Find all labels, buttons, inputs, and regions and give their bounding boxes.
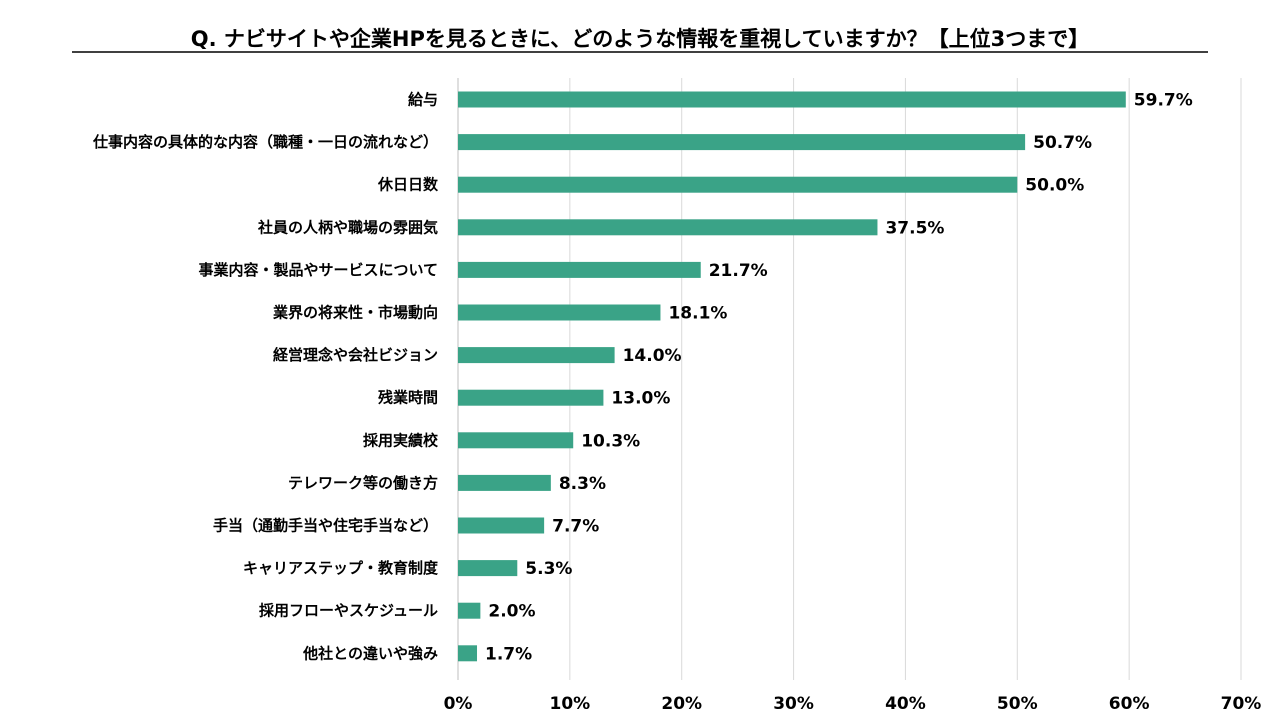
x-tick-label: 10% bbox=[550, 694, 591, 714]
bar bbox=[458, 219, 878, 236]
data-label: 1.7% bbox=[485, 644, 532, 664]
bar bbox=[458, 602, 481, 619]
category-label: 残業時間 bbox=[378, 389, 438, 407]
category-label: テレワーク等の働き方 bbox=[288, 474, 438, 492]
data-label: 21.7% bbox=[709, 261, 768, 281]
data-label: 2.0% bbox=[488, 602, 535, 622]
x-tick-label: 40% bbox=[885, 694, 926, 714]
data-label: 8.3% bbox=[559, 474, 606, 494]
bar bbox=[458, 91, 1126, 108]
data-label: 5.3% bbox=[525, 559, 572, 579]
data-label: 10.3% bbox=[581, 431, 640, 451]
bar bbox=[458, 134, 1026, 151]
category-label: 業界の将来性・市場動向 bbox=[272, 304, 438, 322]
data-label: 59.7% bbox=[1134, 91, 1193, 111]
bar bbox=[458, 474, 551, 491]
bar bbox=[458, 432, 574, 449]
x-tick-label: 50% bbox=[997, 694, 1038, 714]
bar bbox=[458, 560, 518, 577]
gridlines bbox=[457, 78, 1242, 680]
category-label: 仕事内容の具体的な内容（職種・一日の流れなど） bbox=[92, 133, 438, 151]
data-label: 14.0% bbox=[623, 346, 682, 366]
bar bbox=[458, 645, 478, 662]
category-label: 社員の人柄や職場の雰囲気 bbox=[257, 218, 438, 236]
x-tick-label: 70% bbox=[1221, 694, 1262, 714]
category-label: 採用実績校 bbox=[363, 431, 439, 449]
category-label: 採用フローやスケジュール bbox=[259, 602, 438, 620]
data-label: 37.5% bbox=[885, 218, 944, 238]
data-label: 13.0% bbox=[611, 389, 670, 409]
x-tick-label: 0% bbox=[444, 694, 473, 714]
data-label: 50.0% bbox=[1025, 176, 1084, 196]
data-label: 7.7% bbox=[552, 517, 599, 537]
bar bbox=[458, 176, 1018, 193]
bars: 59.7% 50.7% 50.0% 37.5% 21.7% 18.1% 14.0% 13.0%… bbox=[458, 91, 1193, 664]
category-label: 事業内容・製品やサービスについて bbox=[198, 261, 438, 279]
category-label: 手当（通勤手当や住宅手当など） bbox=[213, 517, 438, 535]
category-label: 給与 bbox=[408, 91, 438, 109]
bar bbox=[458, 304, 661, 321]
x-axis-ticks: 0% 10% 20% 30% 40% 50% 60% 70% bbox=[444, 694, 1262, 714]
bar bbox=[458, 261, 701, 278]
data-label: 50.7% bbox=[1033, 133, 1092, 153]
category-label: キャリアステップ・教育制度 bbox=[243, 559, 439, 577]
x-tick-label: 60% bbox=[1109, 694, 1150, 714]
category-label: 休日日数 bbox=[377, 176, 439, 194]
x-tick-label: 30% bbox=[773, 694, 814, 714]
bar bbox=[458, 517, 545, 534]
category-label: 他社との違いや強み bbox=[302, 644, 438, 662]
bar bbox=[458, 389, 604, 406]
chart-title: Q. ナビサイトや企業HPを見るときに、どのような情報を重視していますか？【上位… bbox=[191, 27, 1089, 51]
category-label: 経営理念や会社ビジョン bbox=[273, 346, 438, 364]
bar bbox=[458, 347, 615, 364]
x-tick-label: 20% bbox=[661, 694, 702, 714]
data-label: 18.1% bbox=[668, 304, 727, 324]
